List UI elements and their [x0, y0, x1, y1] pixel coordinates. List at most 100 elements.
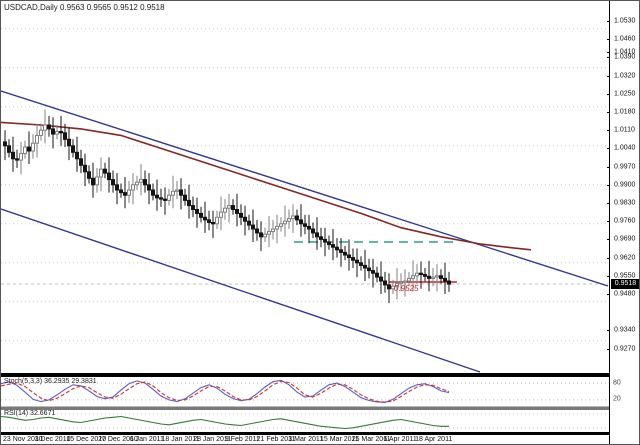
candle-body	[399, 281, 403, 285]
main-chart-panel[interactable]	[1, 1, 609, 373]
moving-average-line	[1, 121, 532, 251]
candle-body	[175, 189, 179, 192]
price-axis-label: 1.0460	[614, 35, 636, 43]
candle-body	[331, 244, 335, 248]
time-axis-tick	[68, 432, 70, 435]
rsi-label: RSI(14) 32.6671	[4, 410, 56, 417]
candle-body	[327, 241, 331, 246]
time-axis-tick	[290, 432, 292, 435]
candle-body	[63, 132, 67, 140]
candle-body	[107, 172, 111, 181]
candle-body	[119, 189, 123, 194]
candle-body	[3, 141, 7, 147]
price-axis[interactable]: 0.9518 1.0530 1.0460 1.0390 1.0320 1.0250 1.0…	[607, 1, 639, 444]
lower-channel-trendline[interactable]	[1, 208, 481, 373]
price-axis-tick	[607, 184, 610, 186]
candle-body	[351, 257, 355, 261]
candle-body	[335, 246, 339, 251]
price-axis-tick	[607, 39, 610, 41]
candle-body	[147, 184, 151, 191]
price-axis-tick	[607, 294, 610, 295]
candle-body	[419, 272, 423, 276]
date-label: 23 Nov 2010	[3, 436, 43, 443]
candle-body	[435, 275, 439, 278]
time-axis-tick	[385, 432, 387, 435]
candle-body	[51, 128, 55, 135]
time-axis-tick	[163, 432, 165, 435]
candle-body	[311, 228, 315, 234]
price-axis-tick	[607, 348, 610, 350]
separator-rsi-dates[interactable]	[1, 432, 609, 435]
candle-body	[7, 145, 11, 153]
time-axis-tick	[226, 432, 228, 435]
time-axis-tick	[195, 432, 197, 435]
candle-body	[239, 212, 243, 218]
date-label: 15 Mar 2011	[320, 436, 359, 443]
price-axis-tick	[607, 221, 610, 223]
price-axis-tick	[607, 112, 610, 113]
price-axis-label: 1.0180	[614, 108, 636, 116]
price-axis-label: 0.9620	[614, 254, 636, 262]
upper-channel-trendline[interactable]	[1, 90, 609, 287]
candle-body	[59, 131, 63, 134]
price-annotation-0.9525[interactable]: 0.9525	[394, 284, 419, 293]
price-axis-tick	[607, 148, 610, 150]
stochastic-panel[interactable]	[1, 377, 609, 406]
price-axis-tick	[607, 21, 610, 22]
price-axis-tick	[607, 130, 610, 132]
time-axis-tick	[353, 432, 355, 435]
candle-body	[443, 277, 447, 282]
candle-body	[367, 267, 371, 272]
stoch-main-line	[1, 379, 450, 403]
candle-body	[43, 124, 47, 131]
price-axis-label: 1.0530	[614, 17, 636, 25]
candle-body	[375, 272, 379, 278]
candle-body	[323, 238, 327, 243]
candle-body	[211, 222, 215, 225]
rsi-panel[interactable]	[1, 409, 609, 432]
price-axis-tick	[607, 330, 610, 332]
candle-body	[319, 236, 323, 240]
candle-body	[379, 276, 383, 282]
price-axis-label: 1.0390	[614, 53, 636, 61]
chart-title: USDCAD,Daily 0.9563 0.9565 0.9512 0.9518	[4, 3, 165, 12]
candle-body	[115, 184, 119, 191]
candle-body	[299, 219, 303, 225]
price-axis-tick	[607, 75, 610, 77]
candle-body	[251, 224, 255, 230]
separator-main-stoch[interactable]	[1, 373, 609, 377]
separator-stoch-rsi[interactable]	[1, 406, 609, 410]
price-axis-label: 0.9970	[614, 163, 636, 171]
candle-body	[27, 146, 31, 152]
candle-body	[383, 280, 387, 286]
candle-body	[219, 211, 223, 218]
price-axis-tick	[607, 257, 610, 259]
candle-body	[199, 212, 203, 218]
date-label: 3 Dec 2010	[34, 436, 71, 443]
candle-body	[111, 179, 115, 186]
candle-body	[179, 189, 183, 196]
candle-body	[203, 216, 207, 221]
candle-body	[187, 199, 191, 207]
candle-body	[15, 158, 19, 161]
price-axis-label: 1.0320	[614, 72, 636, 80]
date-label: 9 Feb 2011	[224, 436, 260, 443]
candle-body	[103, 168, 107, 174]
candle-body	[19, 153, 23, 161]
candle-body	[447, 280, 451, 285]
candle-body	[303, 223, 307, 227]
date-label: 25 Mar 2011	[351, 436, 391, 443]
candle-body	[231, 205, 235, 211]
stoch-level-label: 20	[613, 395, 621, 403]
stoch-signal-line	[1, 380, 450, 403]
candle-body	[31, 142, 35, 152]
candle-body	[71, 145, 75, 153]
price-axis-label: 0.9270	[614, 345, 636, 353]
date-label: 28 Jan 2011	[193, 436, 232, 443]
price-axis-label: 1.0110	[614, 126, 635, 134]
price-axis-tick	[607, 57, 610, 59]
time-axis-tick	[131, 432, 133, 435]
candle-body	[155, 194, 159, 199]
time-axis[interactable]: 23 Nov 2010 3 Dec 2010 15 Dec 2010 27 Dec 2…	[1, 432, 609, 444]
